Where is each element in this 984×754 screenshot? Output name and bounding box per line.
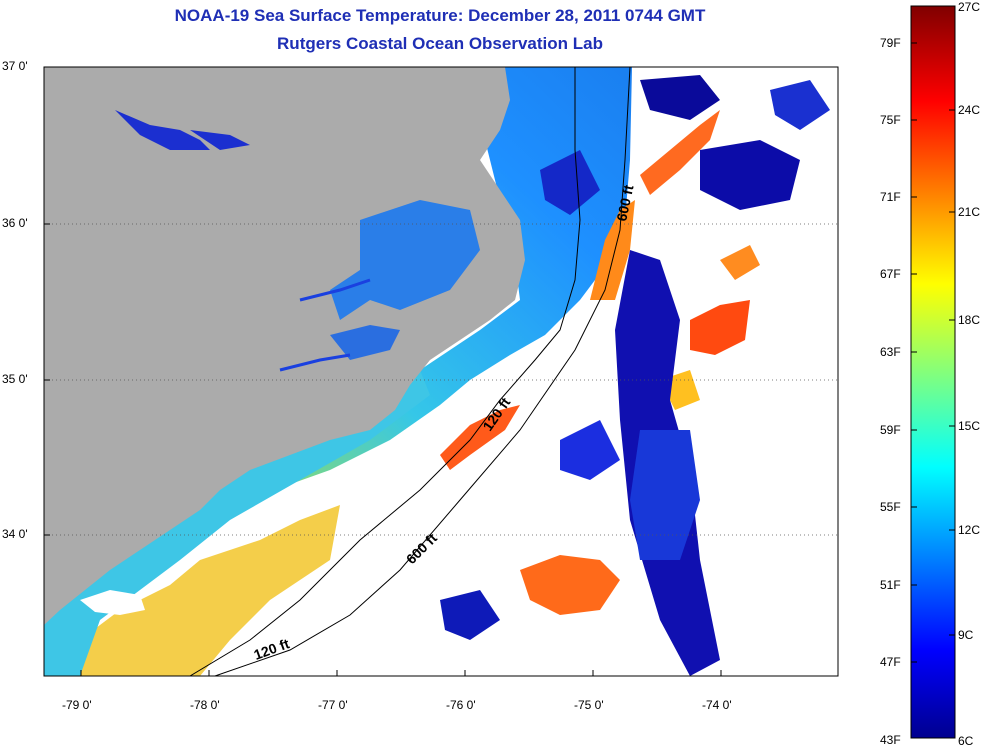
- colorbar-f-label: 75F: [880, 113, 901, 127]
- warm-filament-4: [690, 300, 750, 355]
- cold-patch-6: [540, 150, 600, 215]
- colorbar-c-label: 18C: [958, 313, 981, 327]
- map-plot-area: [44, 67, 838, 676]
- shelf-water: [44, 67, 632, 620]
- y-tick-label: 35 0': [2, 372, 28, 386]
- colorbar-c-label: 15C: [958, 419, 981, 433]
- grid-lines: [44, 223, 838, 536]
- cold-patch-7: [440, 590, 500, 640]
- colorbar-f-label: 59F: [880, 423, 901, 437]
- sound-estuary-2: [115, 110, 210, 150]
- colorbar-c-label: 24C: [958, 103, 981, 117]
- sound-estuary-3: [190, 130, 250, 150]
- map-subtitle: Rutgers Coastal Ocean Observation Lab: [277, 34, 603, 53]
- colorbar-f-label: 67F: [880, 267, 901, 281]
- cold-patch-4: [560, 420, 620, 480]
- warm-filament-6: [520, 555, 620, 615]
- map-title: NOAA-19 Sea Surface Temperature: Decembe…: [174, 6, 706, 25]
- colorbar: [910, 5, 956, 739]
- y-tick-label: 34 0': [2, 527, 28, 541]
- x-tick-label: -74 0': [702, 698, 732, 712]
- colorbar-f-label: 79F: [880, 36, 901, 50]
- river-2: [279, 353, 351, 372]
- axis-ticks: [44, 66, 722, 676]
- cold-patch-8: [770, 80, 830, 130]
- colorbar-ticks: [911, 42, 955, 663]
- x-tick-label: -75 0': [574, 698, 604, 712]
- colorbar-c-label: 12C: [958, 523, 981, 537]
- x-tick-label: -78 0': [190, 698, 220, 712]
- river-1: [299, 278, 371, 302]
- x-tick-label: -79 0': [62, 698, 92, 712]
- warm-filament-2: [590, 200, 635, 300]
- colorbar-f-label: 51F: [880, 578, 901, 592]
- warm-filament-5: [720, 245, 760, 280]
- colorbar-f-label: 43F: [880, 733, 901, 747]
- contour-600ft: [214, 67, 631, 676]
- colorbar-c-label: 27C: [958, 0, 981, 14]
- colorbar-c-label: 6C: [958, 734, 974, 748]
- contour-120ft: [189, 67, 581, 676]
- shelf-water-south: [60, 505, 340, 676]
- cold-patch-5: [640, 75, 720, 120]
- plot-frame: [43, 66, 839, 677]
- colorbar-f-label: 55F: [880, 500, 901, 514]
- x-tick-label: -76 0': [446, 698, 476, 712]
- y-tick-label: 36 0': [2, 216, 28, 230]
- colorbar-c-label: 21C: [958, 205, 981, 219]
- colorbar-f-label: 71F: [880, 190, 901, 204]
- sound-estuary-1: [330, 200, 480, 320]
- no-data-patch: [80, 590, 145, 615]
- sound-estuary-4: [330, 325, 400, 360]
- y-tick-label: 37 0': [2, 59, 28, 73]
- warm-filament-1: [440, 405, 520, 470]
- x-tick-label: -77 0': [318, 698, 348, 712]
- cold-patch-2: [630, 430, 700, 560]
- colorbar-f-label: 47F: [880, 655, 901, 669]
- colorbar-f-label: 63F: [880, 345, 901, 359]
- contour-label-upper-600: 600 ft: [613, 183, 636, 222]
- cold-patch-3: [700, 140, 800, 210]
- colorbar-c-label: 9C: [958, 628, 974, 642]
- warm-filament-3: [640, 110, 720, 195]
- shelf-water-cyan: [44, 370, 430, 676]
